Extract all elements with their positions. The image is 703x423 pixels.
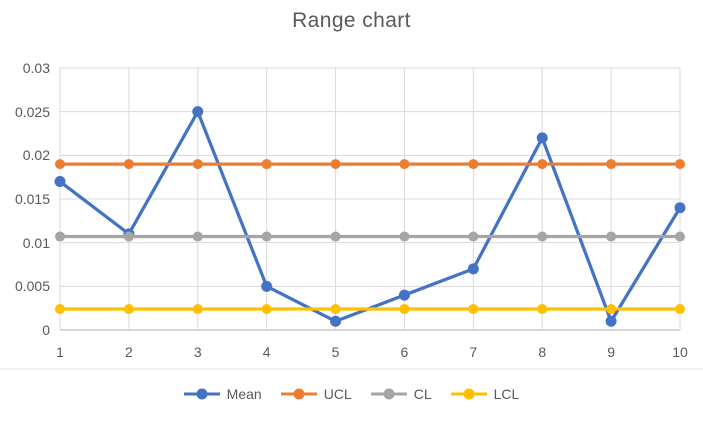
series-marker-mean xyxy=(605,315,617,327)
series-marker-mean xyxy=(192,106,204,118)
series-marker-cl xyxy=(55,231,65,242)
series-marker-ucl xyxy=(399,159,410,170)
x-axis-label: 4 xyxy=(262,344,271,360)
series-marker-lcl xyxy=(606,304,617,315)
series-marker-lcl xyxy=(675,304,685,315)
x-axis-label: 1 xyxy=(56,344,64,360)
series-marker-mean xyxy=(536,132,548,144)
series-marker-cl xyxy=(537,231,548,242)
series-marker-lcl xyxy=(55,304,65,315)
chart-title: Range chart xyxy=(292,9,411,32)
legend-label: Mean xyxy=(226,386,262,402)
series-marker-ucl xyxy=(55,159,65,170)
series-marker-ucl xyxy=(261,159,272,170)
series-marker-mean xyxy=(261,280,273,292)
legend-marker-ucl-icon xyxy=(280,388,317,400)
series-marker-ucl xyxy=(123,159,134,170)
x-axis-label: 3 xyxy=(193,344,202,360)
legend-marker-lcl-icon xyxy=(450,388,487,400)
x-axis-label: 2 xyxy=(124,344,133,360)
series-marker-ucl xyxy=(330,159,341,170)
x-axis-label: 6 xyxy=(400,344,409,360)
series-marker-lcl xyxy=(537,304,548,315)
legend-item-ucl[interactable]: UCL xyxy=(280,385,352,403)
series-marker-lcl xyxy=(261,304,272,315)
series-marker-cl xyxy=(606,231,617,242)
series-marker-cl xyxy=(675,231,685,242)
series-marker-lcl xyxy=(192,304,203,315)
series-marker-mean xyxy=(467,263,479,275)
series-marker-lcl xyxy=(330,304,341,315)
series-marker-ucl xyxy=(606,159,617,170)
series-marker-lcl xyxy=(468,304,479,315)
x-axis-label: 5 xyxy=(331,344,340,360)
y-axis-label: 0.02 xyxy=(22,147,50,164)
legend-item-cl[interactable]: CL xyxy=(370,385,432,403)
x-axis-label: 7 xyxy=(469,344,478,360)
y-axis-label: 0.01 xyxy=(22,234,50,251)
series-marker-mean xyxy=(398,289,410,301)
y-axis-label: 0.005 xyxy=(14,278,50,295)
legend-label: CL xyxy=(413,386,432,402)
legend-item-mean[interactable]: Mean xyxy=(183,385,262,403)
y-axis-label: 0 xyxy=(42,322,50,338)
series-marker-cl xyxy=(399,231,410,242)
y-axis-label: 0.025 xyxy=(14,103,50,120)
legend-label: UCL xyxy=(323,386,352,402)
legend-marker-mean-icon xyxy=(183,388,220,400)
series-marker-mean xyxy=(54,176,66,188)
series-marker-cl xyxy=(468,231,479,242)
series-marker-ucl xyxy=(192,159,203,170)
series-marker-ucl xyxy=(675,159,685,170)
series-marker-mean xyxy=(330,315,342,327)
legend-item-lcl[interactable]: LCL xyxy=(450,385,520,403)
series-marker-ucl xyxy=(468,159,479,170)
x-axis-label: 9 xyxy=(607,344,615,360)
series-marker-mean xyxy=(674,202,686,214)
series-marker-lcl xyxy=(399,304,410,315)
legend-marker-cl-icon xyxy=(370,388,407,400)
legend-label: LCL xyxy=(493,386,520,402)
series-marker-cl xyxy=(261,231,272,242)
legend: Mean UCL CL LCL xyxy=(0,385,703,403)
y-axis-label: 0.03 xyxy=(22,60,50,76)
x-axis-label: 10 xyxy=(672,344,688,360)
series-marker-cl xyxy=(123,231,134,242)
x-axis-label: 8 xyxy=(538,344,547,360)
series-marker-lcl xyxy=(123,304,134,315)
y-axis-label: 0.015 xyxy=(14,191,50,207)
series-marker-cl xyxy=(192,231,203,242)
series-marker-cl xyxy=(330,231,341,242)
series-marker-ucl xyxy=(537,159,548,170)
series-line-mean xyxy=(59,110,682,323)
